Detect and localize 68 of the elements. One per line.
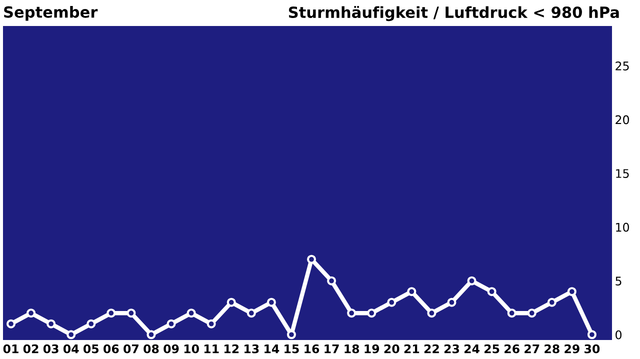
point [26, 308, 36, 318]
x-tick-label: 01 [3, 344, 18, 354]
point [467, 276, 476, 286]
x-tick-label: 30 [584, 344, 600, 354]
point [507, 308, 516, 318]
point [587, 330, 596, 340]
y-tick-label: 10 [616, 222, 630, 232]
x-tick-label: 16 [304, 344, 320, 354]
y-tick-label: 5 [616, 276, 622, 286]
point [266, 298, 276, 307]
point [347, 308, 356, 318]
point [367, 308, 376, 318]
point [407, 287, 416, 296]
point [567, 287, 576, 296]
chart-title: September [4, 6, 98, 21]
point [387, 298, 396, 307]
x-tick-label: 19 [364, 344, 380, 354]
x-tick-label: 28 [544, 344, 560, 354]
x-tick-label: 26 [504, 344, 520, 354]
point [186, 308, 196, 318]
x-tick-label: 15 [284, 344, 299, 354]
y-tick-label: 15 [616, 169, 629, 178]
point [86, 319, 96, 328]
point [166, 319, 176, 328]
x-tick-label: 03 [43, 344, 58, 354]
x-tick-label: 13 [244, 344, 259, 354]
x-tick-label: 07 [124, 344, 138, 354]
y-tick-label: 25 [616, 62, 629, 70]
point [146, 330, 156, 340]
point [327, 276, 336, 286]
x-tick-label: 10 [184, 344, 199, 354]
point [226, 298, 236, 307]
point [246, 308, 256, 318]
point [527, 308, 536, 318]
y-tick-label: 0 [616, 330, 622, 340]
x-tick-label: 06 [104, 344, 119, 354]
point [447, 298, 456, 307]
point [487, 287, 496, 296]
x-tick-label: 09 [164, 344, 179, 354]
x-tick-label: 25 [484, 344, 500, 354]
x-tick-label: 29 [564, 344, 580, 354]
point [206, 319, 216, 328]
x-tick-label: 22 [424, 344, 439, 354]
point [306, 254, 316, 264]
x-tick-label: 20 [384, 344, 400, 354]
x-tick-label: 04 [63, 344, 79, 354]
point [126, 308, 136, 318]
point [6, 319, 16, 328]
x-tick-label: 17 [324, 344, 339, 354]
point [106, 308, 116, 318]
x-tick-label: 24 [464, 344, 480, 354]
chart-subtitle: Sturmhäufigkeit / Luftdruck < 980 hPa [288, 6, 619, 22]
x-tick-label: 05 [83, 344, 99, 354]
x-tick-label: 18 [344, 344, 360, 354]
point [66, 330, 76, 340]
y-tick-label: 20 [616, 115, 630, 124]
point [547, 298, 556, 307]
point [286, 330, 296, 340]
x-tick-label: 08 [144, 344, 159, 354]
x-tick-label: 11 [204, 344, 219, 354]
x-tick-label: 14 [264, 344, 280, 354]
x-tick-label: 21 [404, 344, 420, 354]
x-tick-label: 27 [524, 344, 540, 354]
x-tick-label: 23 [444, 344, 460, 354]
x-tick-label: 12 [224, 344, 239, 354]
point [46, 319, 56, 328]
x-tick-label: 02 [23, 344, 38, 354]
point [427, 308, 436, 318]
